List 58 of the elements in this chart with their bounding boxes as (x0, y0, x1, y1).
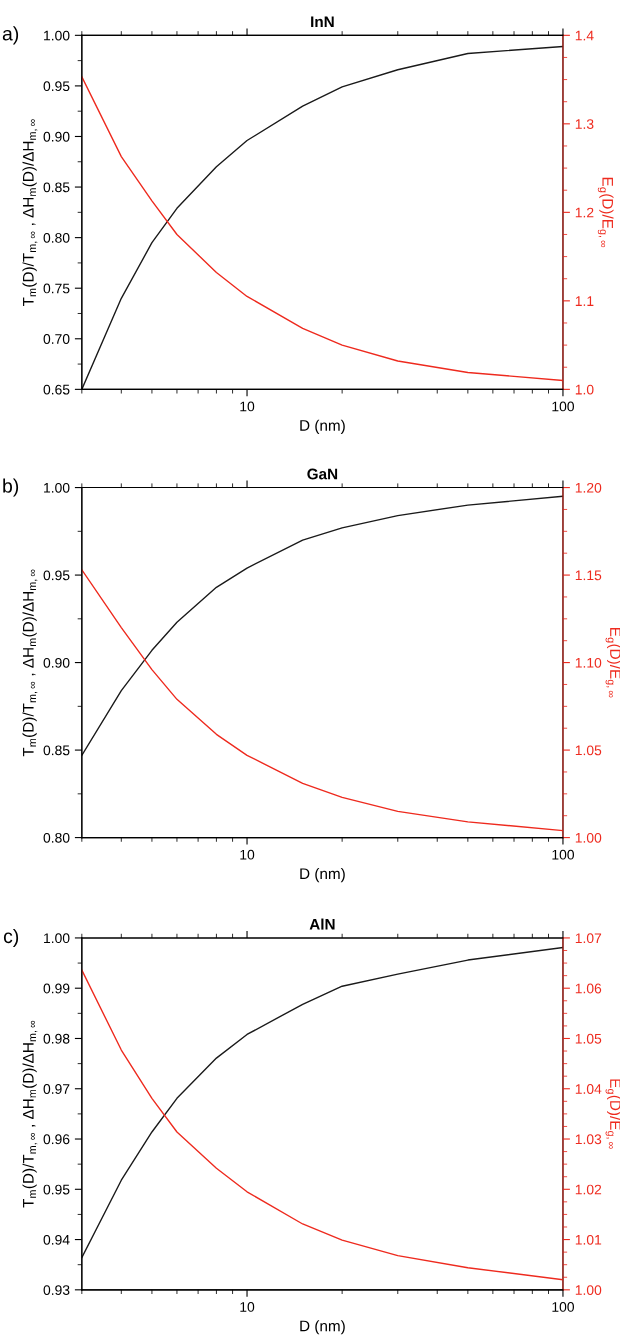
y2-tick-label: 1.05 (575, 1033, 602, 1044)
x-axis-title: D (nm) (300, 1320, 345, 1335)
text: a) (2, 26, 19, 45)
y-axis-title: T$_{m}$(D)/T$_{m,∞}$ , ΔH$_{m}$(D)/ΔH$_{m,∞}$ (22, 1020, 38, 1208)
y2-tick-label: 1.04 (575, 1084, 602, 1094)
chart-title: AlN (309, 918, 335, 930)
x-tick-label: 10 (240, 401, 255, 412)
chart-title: InN (311, 16, 334, 27)
y2-tick-label: 1.02 (575, 1184, 602, 1195)
y-tick-label: 0.85 (43, 745, 70, 756)
y2-tick-label: 1.10 (575, 657, 602, 668)
x-tick-label: 10 (240, 849, 255, 860)
y2-tick-label: 1.4 (575, 30, 594, 41)
y2-tick-label: 1.01 (575, 1234, 602, 1245)
y-tick-label: 1.00 (44, 482, 70, 493)
y2-tick-label: 1.00 (575, 832, 602, 843)
y-tick-label: 0.96 (43, 1134, 70, 1145)
y-tick-label: 0.80 (43, 232, 70, 243)
y-tick-label: 0.80 (43, 832, 70, 843)
y-tick-label: 0.95 (43, 1184, 70, 1195)
text: b) (3, 478, 19, 497)
y2-tick-label: 1.1 (575, 296, 594, 306)
y-tick-label: 0.93 (43, 1285, 70, 1295)
x-tick-label: 100 (552, 1302, 574, 1312)
x-tick-label: 100 (552, 401, 574, 412)
y-axis-title: T$_{m}$(D)/T$_{m,∞}$ , ΔH$_{m}$(D)/ΔH$_{m,∞}$ (22, 569, 38, 757)
y-tick-label: 0.97 (43, 1084, 70, 1094)
y-tick-label: 0.85 (43, 182, 70, 193)
y-tick-label: 0.94 (43, 1234, 70, 1245)
y2-tick-label: 1.20 (575, 482, 602, 493)
y-axis-title: T$_{m}$(D)/T$_{m,∞}$ , ΔH$_{m}$(D)/ΔH$_{m,∞}$ (22, 119, 38, 307)
y-tick-label: 0.75 (43, 283, 70, 294)
y2-tick-label: 1.03 (575, 1134, 602, 1145)
y2-tick-label: 1.00 (575, 1285, 602, 1295)
y2-tick-label: 1.15 (575, 570, 602, 581)
y-tick-label: 0.95 (43, 570, 70, 581)
y-tick-label: 0.65 (43, 384, 70, 395)
y2-tick-label: 1.06 (575, 983, 602, 994)
text: c) (3, 928, 19, 947)
y-tick-label: 0.90 (43, 131, 70, 142)
y-tick-label: 1.00 (44, 30, 70, 41)
y-tick-label: 0.90 (43, 657, 70, 668)
y2-tick-label: 1.05 (575, 745, 602, 756)
chart-title: GaN (307, 468, 338, 480)
x-axis-title: D (nm) (300, 419, 345, 434)
y2-tick-label: 1.3 (575, 119, 594, 129)
y2-tick-label: 1.0 (575, 384, 594, 395)
x-tick-label: 10 (240, 1302, 255, 1312)
y2-tick-label: 1.2 (575, 207, 594, 218)
y2-tick-label: 1.07 (575, 933, 602, 944)
y-tick-label: 0.99 (43, 983, 70, 994)
y-tick-label: 0.70 (43, 334, 70, 344)
x-tick-label: 100 (552, 849, 574, 860)
y2-axis-title: E$_{g}$(D)/E$_{g,∞}$ (597, 177, 614, 248)
x-axis-title: D (nm) (300, 867, 345, 883)
y-tick-label: 1.00 (44, 933, 70, 944)
y-tick-label: 0.98 (43, 1033, 70, 1044)
y-tick-label: 0.95 (43, 81, 70, 92)
